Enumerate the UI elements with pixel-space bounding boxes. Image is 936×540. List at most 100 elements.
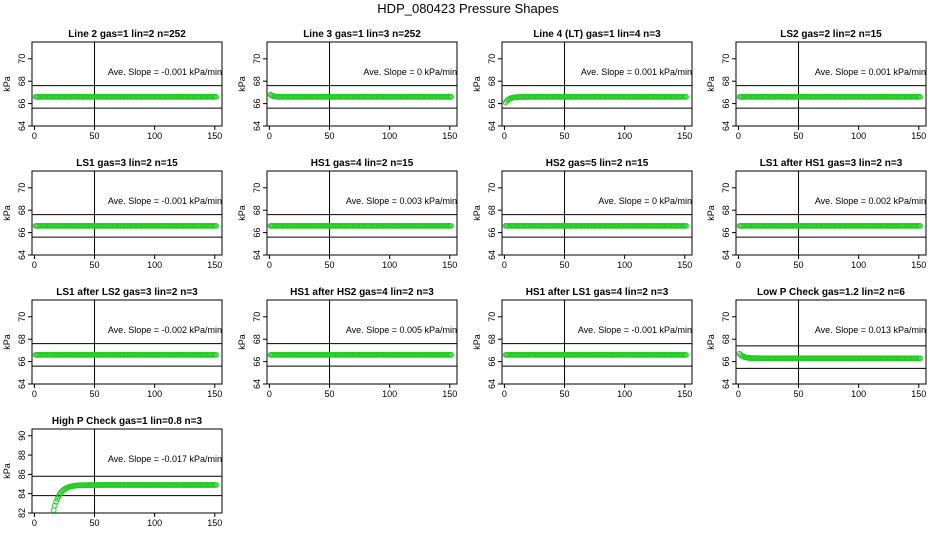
x-tick-label: 50 bbox=[794, 389, 804, 399]
plot-frame bbox=[735, 170, 927, 256]
data-points bbox=[502, 93, 689, 106]
x-tick-label: 0 bbox=[736, 389, 741, 399]
y-tick-label: 70 bbox=[721, 312, 731, 322]
x-tick-label: 50 bbox=[560, 260, 570, 270]
panel-title: LS1 after HS1 gas=3 lin=2 n=3 bbox=[760, 158, 903, 169]
panel-title: Line 2 gas=1 lin=2 n=252 bbox=[68, 29, 186, 40]
x-tick-label: 0 bbox=[736, 260, 741, 270]
y-axis-label: kPa bbox=[472, 334, 482, 350]
x-tick-label: 0 bbox=[502, 260, 507, 270]
y-tick-label: 64 bbox=[721, 250, 731, 260]
y-axis-label: kPa bbox=[2, 205, 12, 221]
data-points bbox=[32, 351, 219, 358]
x-tick-label: 50 bbox=[90, 389, 100, 399]
y-tick-label: 66 bbox=[252, 357, 262, 367]
panel-title: HS2 gas=5 lin=2 n=15 bbox=[546, 158, 649, 169]
plot-frame bbox=[266, 41, 458, 127]
y-axis-label: kPa bbox=[2, 76, 12, 92]
data-points bbox=[267, 351, 454, 358]
x-tick-label: 50 bbox=[90, 131, 100, 141]
slope-annotation: Ave. Slope = -0.001 kPa/min bbox=[108, 67, 222, 77]
plot-frame bbox=[31, 299, 223, 385]
data-points bbox=[736, 350, 923, 362]
x-tick-label: 0 bbox=[267, 131, 272, 141]
y-tick-label: 70 bbox=[721, 183, 731, 193]
plot-frame bbox=[31, 170, 223, 256]
data-point bbox=[213, 482, 219, 488]
panel-5: LS1 gas=3 lin=2 n=15 64 66 68 70 0 50 100 150 kPa… bbox=[2, 158, 223, 270]
x-tick-label: 100 bbox=[147, 260, 162, 270]
x-tick-label: 50 bbox=[90, 518, 100, 528]
data-points bbox=[267, 91, 454, 100]
y-tick-label: 68 bbox=[252, 334, 262, 344]
y-axis-label: kPa bbox=[706, 334, 716, 350]
data-points bbox=[50, 482, 219, 514]
x-tick-label: 50 bbox=[794, 260, 804, 270]
y-tick-label: 66 bbox=[487, 228, 497, 238]
panel-10: HS1 after HS2 gas=4 lin=2 n=3 64 66 68 70 0 50… bbox=[237, 287, 458, 399]
x-tick-label: 150 bbox=[207, 518, 222, 528]
y-tick-label: 82 bbox=[17, 508, 27, 518]
x-tick-label: 150 bbox=[442, 131, 457, 141]
y-tick-label: 70 bbox=[252, 54, 262, 64]
data-point bbox=[213, 93, 219, 100]
y-tick-label: 70 bbox=[487, 183, 497, 193]
x-tick-label: 50 bbox=[325, 389, 335, 399]
y-tick-label: 64 bbox=[252, 250, 262, 260]
y-axis-label: kPa bbox=[706, 205, 716, 221]
x-tick-label: 100 bbox=[382, 131, 397, 141]
x-tick-label: 150 bbox=[911, 131, 926, 141]
data-point bbox=[213, 222, 219, 229]
y-tick-label: 68 bbox=[252, 76, 262, 86]
slope-annotation: Ave. Slope = 0.013 kPa/min bbox=[815, 325, 926, 335]
plot-frame bbox=[735, 299, 927, 385]
plot-frame bbox=[501, 299, 693, 385]
data-points bbox=[267, 222, 454, 229]
x-tick-label: 0 bbox=[32, 389, 37, 399]
slope-annotation: Ave. Slope = 0 kPa/min bbox=[363, 67, 457, 77]
x-tick-label: 150 bbox=[207, 131, 222, 141]
y-tick-label: 64 bbox=[487, 121, 497, 131]
x-tick-label: 50 bbox=[794, 131, 804, 141]
x-tick-label: 100 bbox=[382, 260, 397, 270]
x-tick-label: 50 bbox=[560, 131, 570, 141]
y-tick-label: 66 bbox=[17, 99, 27, 109]
x-tick-label: 0 bbox=[502, 389, 507, 399]
y-tick-label: 70 bbox=[252, 312, 262, 322]
x-tick-label: 150 bbox=[911, 260, 926, 270]
data-point bbox=[683, 93, 689, 100]
y-tick-label: 66 bbox=[487, 357, 497, 367]
slope-annotation: Ave. Slope = 0.003 kPa/min bbox=[346, 196, 457, 206]
x-tick-label: 100 bbox=[147, 518, 162, 528]
y-tick-label: 68 bbox=[487, 205, 497, 215]
plot-frame bbox=[266, 170, 458, 256]
data-point bbox=[683, 351, 689, 358]
data-point bbox=[51, 502, 58, 509]
x-tick-label: 150 bbox=[207, 389, 222, 399]
panel-3: Line 4 (LT) gas=1 lin=4 n=3 64 66 68 70 0 50 10… bbox=[472, 29, 693, 141]
panel-11: HS1 after LS1 gas=4 lin=2 n=3 64 66 68 70 0 50… bbox=[472, 287, 693, 399]
y-tick-label: 90 bbox=[17, 431, 27, 441]
x-tick-label: 100 bbox=[147, 131, 162, 141]
y-tick-label: 64 bbox=[17, 250, 27, 260]
x-tick-label: 0 bbox=[32, 260, 37, 270]
y-tick-label: 64 bbox=[17, 121, 27, 131]
panel-1: Line 2 gas=1 lin=2 n=252 64 66 68 70 0 50 100 15… bbox=[2, 29, 223, 141]
y-tick-label: 66 bbox=[17, 228, 27, 238]
y-axis-label: kPa bbox=[472, 205, 482, 221]
x-tick-label: 50 bbox=[325, 260, 335, 270]
slope-annotation: Ave. Slope = 0.002 kPa/min bbox=[815, 196, 926, 206]
data-point bbox=[917, 93, 923, 100]
x-tick-label: 100 bbox=[851, 260, 866, 270]
y-tick-label: 68 bbox=[487, 334, 497, 344]
y-tick-label: 64 bbox=[17, 379, 27, 389]
slope-annotation: Ave. Slope = 0.001 kPa/min bbox=[815, 67, 926, 77]
y-tick-label: 66 bbox=[487, 99, 497, 109]
y-tick-label: 68 bbox=[487, 76, 497, 86]
y-tick-label: 66 bbox=[252, 99, 262, 109]
y-tick-label: 70 bbox=[17, 183, 27, 193]
page-title: HDP_080423 Pressure Shapes bbox=[377, 1, 559, 16]
x-tick-label: 100 bbox=[851, 131, 866, 141]
y-tick-label: 64 bbox=[721, 121, 731, 131]
